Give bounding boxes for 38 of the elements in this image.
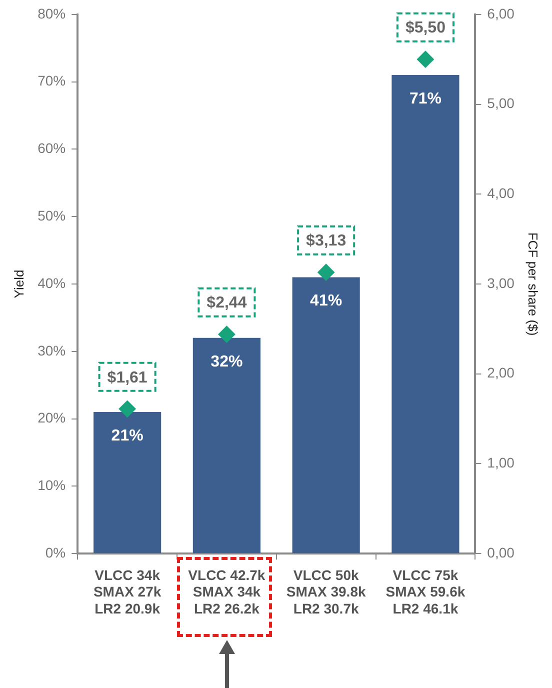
bar [392, 75, 460, 554]
data-label: 21% [111, 427, 144, 444]
y-tick-label: 10% [38, 477, 66, 494]
y-tick-label: 50% [38, 207, 66, 224]
x-tick-label: VLCC 34k SMAX 27k LR2 20.9k [93, 566, 162, 616]
bar [94, 412, 162, 554]
y-tick-label: 70% [38, 72, 66, 89]
y2-axis-title: FCF per share ($) [526, 232, 541, 336]
x-tick-label: VLCC 42.7k SMAX 34k LR2 26.2k [188, 566, 266, 616]
point [318, 264, 335, 281]
point [218, 326, 236, 343]
data-label: 41% [310, 292, 342, 310]
y-tick-label: 30% [38, 342, 66, 358]
data-label: $5,50 [405, 20, 446, 37]
data-label: $2,44 [206, 294, 247, 312]
y-tick-label: 20% [38, 410, 66, 426]
y2-tick-label: 2,00 [487, 364, 515, 381]
y2-tick-label: 3,00 [487, 274, 515, 291]
y2-tick-label: 0,00 [487, 544, 515, 560]
y-tick-label: 0% [45, 544, 66, 560]
y-axis-title: Yield [11, 270, 26, 298]
y2-tick-label: 1,00 [487, 454, 515, 471]
y2-tick-label: 4,00 [487, 184, 515, 201]
data-label: $3,13 [306, 232, 346, 250]
bar [192, 338, 260, 554]
y-tick-label: 80% [38, 5, 66, 22]
data-label: 32% [210, 353, 243, 370]
data-label: $1,61 [107, 369, 148, 386]
y-tick-label: 60% [38, 140, 66, 156]
x-tick-label: VLCC 75k SMAX 59.6k LR2 46.1k [386, 566, 466, 616]
data-label: 71% [409, 90, 442, 108]
y2-tick-label: 5,00 [487, 95, 515, 112]
y2-tick-label: 6,00 [487, 5, 515, 22]
y-tick-label: 40% [38, 274, 66, 291]
x-tick-label: VLCC 50k SMAX 39.8k LR2 30.7k [286, 566, 366, 616]
bar [292, 277, 360, 554]
point [118, 400, 136, 418]
point [416, 50, 434, 68]
